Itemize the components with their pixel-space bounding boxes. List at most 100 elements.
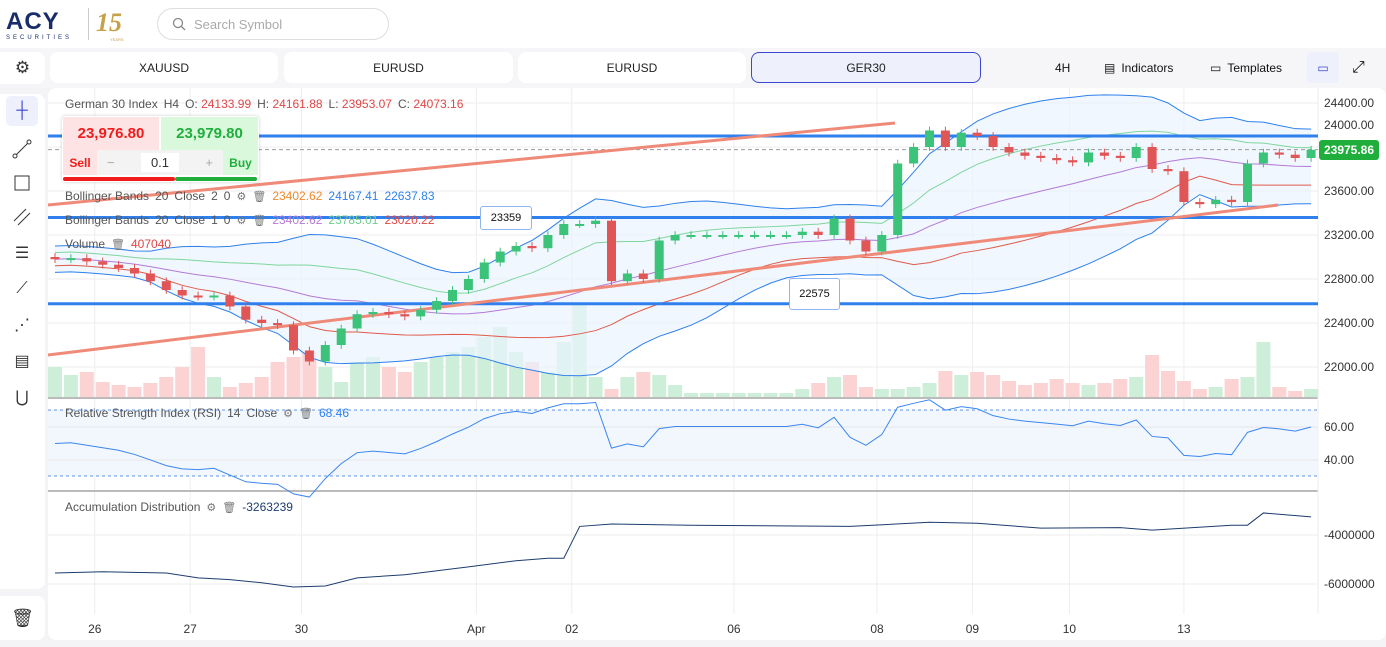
price-axis-label: 23600.00: [1324, 184, 1375, 198]
fan-tool[interactable]: ⟋: [6, 274, 38, 304]
gear-icon[interactable]: ⚙: [236, 214, 247, 227]
delete-drawings-button[interactable]: 🗑: [0, 596, 45, 640]
candle-body: [527, 246, 537, 249]
date-axis-label: 09: [965, 622, 980, 636]
trend-line: [47, 121, 896, 207]
trendline-tool[interactable]: [6, 134, 38, 164]
layers-icon: ▭: [1317, 60, 1329, 75]
pattern-icon: ⋰: [14, 317, 30, 334]
pattern-tool[interactable]: ⋰: [6, 310, 38, 340]
timeframe-button[interactable]: 4H: [1055, 60, 1071, 75]
volume-bar: [159, 377, 174, 397]
templates-button[interactable]: ▭ Templates: [1210, 52, 1282, 83]
quantity-input[interactable]: 0.1: [140, 153, 180, 172]
ad-axis-label: -4000000: [1324, 528, 1375, 542]
trash-icon[interactable]: 🗑: [252, 214, 267, 227]
volume-bar: [318, 367, 333, 397]
trash-icon[interactable]: 🗑: [252, 190, 267, 203]
tab-xauusd[interactable]: XAUUSD: [50, 52, 278, 83]
trash-icon[interactable]: 🗑: [111, 238, 125, 251]
header: ACY SECURITIES 15 YEARS Search Symbol: [0, 0, 1386, 48]
volume-bar: [413, 362, 428, 397]
date-axis-label: 26: [88, 622, 102, 636]
price-axis-label: 23200.00: [1324, 228, 1375, 242]
volume-bar: [795, 389, 810, 397]
layers-button[interactable]: ▭: [1307, 52, 1339, 83]
crosshair-tool[interactable]: ┼: [6, 96, 38, 126]
candle-body: [575, 224, 585, 226]
volume-bar: [1017, 385, 1032, 397]
text-tool[interactable]: ▤: [6, 346, 38, 376]
gear-icon[interactable]: ⚙: [236, 190, 247, 203]
current-price-badge: 23975.86: [1319, 139, 1379, 160]
candle-body: [750, 235, 760, 237]
candle-body: [304, 350, 314, 362]
magnet-tool[interactable]: ⋃: [6, 382, 38, 412]
candle-body: [718, 235, 728, 237]
indicators-button[interactable]: ▤ Indicators: [1104, 52, 1173, 83]
gear-icon[interactable]: ⚙: [206, 501, 217, 514]
candle-body: [1163, 169, 1173, 172]
volume-bar: [1192, 389, 1207, 397]
channel-tool[interactable]: [6, 202, 38, 232]
gear-icon[interactable]: ⚙: [283, 407, 293, 420]
candle-body: [1020, 152, 1030, 156]
candle-body: [273, 323, 283, 326]
fib-tool[interactable]: ☰: [6, 238, 38, 268]
candle-body: [177, 290, 187, 296]
candle-body: [1306, 149, 1316, 158]
trash-icon[interactable]: 🗑: [222, 501, 237, 514]
settings-button[interactable]: ⚙: [0, 52, 45, 84]
volume-bar: [540, 372, 555, 397]
volume-bar: [63, 375, 78, 397]
volume-legend: Volume 🗑 407040: [65, 237, 172, 251]
candle-body: [1084, 152, 1093, 163]
price-axis-label: 22000.00: [1324, 360, 1375, 374]
bb2-legend: Bollinger Bands 20 Close 1 0 ⚙ 🗑 23402.62 2378…: [65, 213, 435, 227]
bb1-legend: Bollinger Bands 20 Close 2 0 ⚙ 🗑 23402.62 2416…: [65, 189, 435, 203]
open-value: O: 24133.99: [185, 97, 252, 111]
gear-icon: ⚙: [14, 58, 31, 77]
candle-body: [813, 231, 823, 235]
acy-logo[interactable]: ACY SECURITIES 15 YEARS: [6, 8, 146, 42]
volume-bar: [970, 372, 985, 397]
volume-bar: [922, 383, 937, 397]
candle-body: [82, 258, 92, 262]
increase-button[interactable]: +: [205, 155, 213, 170]
tab-eurusd[interactable]: EURUSD: [284, 52, 513, 83]
decrease-button[interactable]: −: [107, 155, 115, 170]
candle-body: [956, 132, 966, 147]
candle-body: [1195, 202, 1205, 205]
trash-icon[interactable]: 🗑: [299, 407, 313, 420]
sell-price[interactable]: 23,976.80: [63, 117, 159, 150]
candle-body: [320, 345, 330, 362]
buy-price[interactable]: 23,979.80: [161, 117, 258, 150]
volume-bar: [604, 389, 619, 397]
candle-body: [622, 273, 632, 282]
sell-button[interactable]: Sell: [63, 150, 97, 175]
volume-bar: [222, 387, 237, 397]
fullscreen-button[interactable]: ⤢: [1352, 52, 1365, 83]
buy-button[interactable]: Buy: [223, 150, 258, 175]
tab-ger30[interactable]: GER30: [751, 52, 981, 83]
volume-bar: [763, 393, 778, 397]
rectangle-tool[interactable]: [6, 168, 38, 198]
candle-body: [1052, 158, 1062, 161]
quantity-stepper: − 0.1 +: [97, 150, 223, 175]
volume-bar: [779, 393, 794, 397]
candle-body: [400, 314, 410, 317]
search-icon: [172, 17, 186, 31]
candle-body: [559, 224, 569, 235]
date-axis-label: 13: [1177, 622, 1191, 636]
logo-divider: [88, 8, 89, 40]
quick-trade-widget: 23,976.80 23,979.80 Sell − 0.1 + Buy: [62, 116, 259, 182]
ad-legend: Accumulation Distribution ⚙ 🗑 -3263239: [65, 500, 293, 514]
volume-bar: [334, 382, 349, 397]
candle-body: [209, 295, 219, 298]
tab-eurusd-2[interactable]: EURUSD: [518, 52, 746, 83]
volume-bar: [715, 393, 730, 397]
volume-bar: [588, 377, 603, 397]
search-input[interactable]: Search Symbol: [157, 8, 389, 40]
price-axis-label: 22400.00: [1324, 316, 1375, 330]
